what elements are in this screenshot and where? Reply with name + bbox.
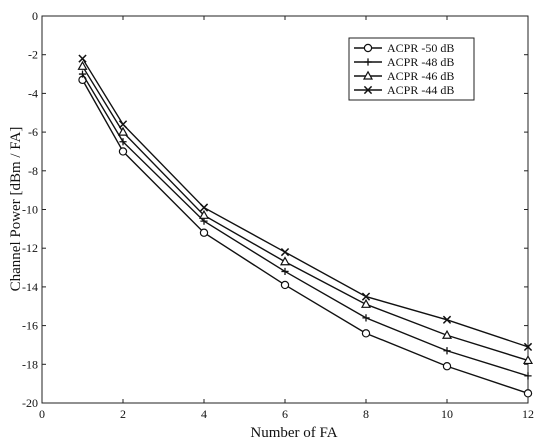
data-point <box>280 280 290 290</box>
legend-item: ACPR -46 dB <box>354 69 454 83</box>
y-axis-label: Channel Power [dBm / FA] <box>8 127 24 292</box>
data-point <box>360 298 372 308</box>
legend-label: ACPR -46 dB <box>387 69 454 83</box>
series-3 <box>77 60 534 365</box>
legend-label: ACPR -44 dB <box>387 83 454 97</box>
data-point <box>280 247 290 257</box>
data-point <box>522 354 534 365</box>
data-point <box>117 126 129 136</box>
data-point <box>119 138 127 146</box>
data-point <box>443 347 451 355</box>
legend-marker <box>364 58 372 66</box>
series-line <box>81 79 529 394</box>
data-point <box>78 70 87 78</box>
data-point <box>361 329 371 338</box>
series-2 <box>78 70 532 380</box>
x-axis-label: Number of FA <box>250 425 337 441</box>
legend-label: ACPR -48 dB <box>387 55 454 69</box>
x-tick-label: 2 <box>120 407 126 421</box>
series-line <box>81 65 529 362</box>
y-tick-label: -2 <box>28 48 38 62</box>
legend-marker <box>362 70 374 80</box>
data-point <box>523 389 533 398</box>
y-tick-label: -18 <box>22 357 38 371</box>
series-line <box>81 73 529 377</box>
data-point <box>198 209 210 219</box>
data-point <box>78 54 87 63</box>
y-tick-label: 0 <box>32 9 38 23</box>
series-4 <box>78 54 533 352</box>
series-layer <box>77 54 534 398</box>
y-tick-label: -8 <box>28 164 38 178</box>
x-tick-label: 4 <box>201 407 207 421</box>
data-point <box>361 292 371 301</box>
x-tick-label: 12 <box>522 407 534 421</box>
y-tick-label: -6 <box>28 125 38 139</box>
data-point <box>279 256 291 266</box>
data-point <box>524 372 532 380</box>
series-line <box>81 58 529 348</box>
legend-item: ACPR -44 dB <box>354 83 454 97</box>
data-point <box>442 362 452 371</box>
y-tick-label: -20 <box>22 396 38 410</box>
axes: 0 2 4 6 8 10 12 0 -2 -4 -6 -8 -10 -12 -14 -16 -18 -20 <box>22 9 534 421</box>
y-tick-label: -12 <box>22 241 38 255</box>
data-point <box>77 60 88 70</box>
y-tick-label: -4 <box>28 86 38 100</box>
y-tick-label: -14 <box>22 280 38 294</box>
data-point <box>281 267 289 276</box>
series-1 <box>78 75 533 398</box>
x-tick-label: 8 <box>363 407 369 421</box>
legend-item: ACPR -50 dB <box>354 41 454 55</box>
legend-item: ACPR -48 dB <box>354 55 454 69</box>
y-tick-label: -10 <box>22 203 38 217</box>
data-point <box>523 342 533 352</box>
legend-marker <box>363 43 373 53</box>
x-tick-label: 0 <box>39 407 45 421</box>
x-tick-label: 10 <box>441 407 453 421</box>
data-point <box>118 120 128 129</box>
legend-marker <box>363 85 373 95</box>
x-tick-label: 6 <box>282 407 288 421</box>
data-point <box>199 203 209 212</box>
data-point <box>442 315 452 324</box>
data-point <box>199 228 209 237</box>
data-point <box>441 329 453 339</box>
data-point <box>362 314 370 322</box>
y-tick-label: -16 <box>22 319 38 333</box>
data-point <box>118 147 128 156</box>
legend-label: ACPR -50 dB <box>387 41 454 55</box>
